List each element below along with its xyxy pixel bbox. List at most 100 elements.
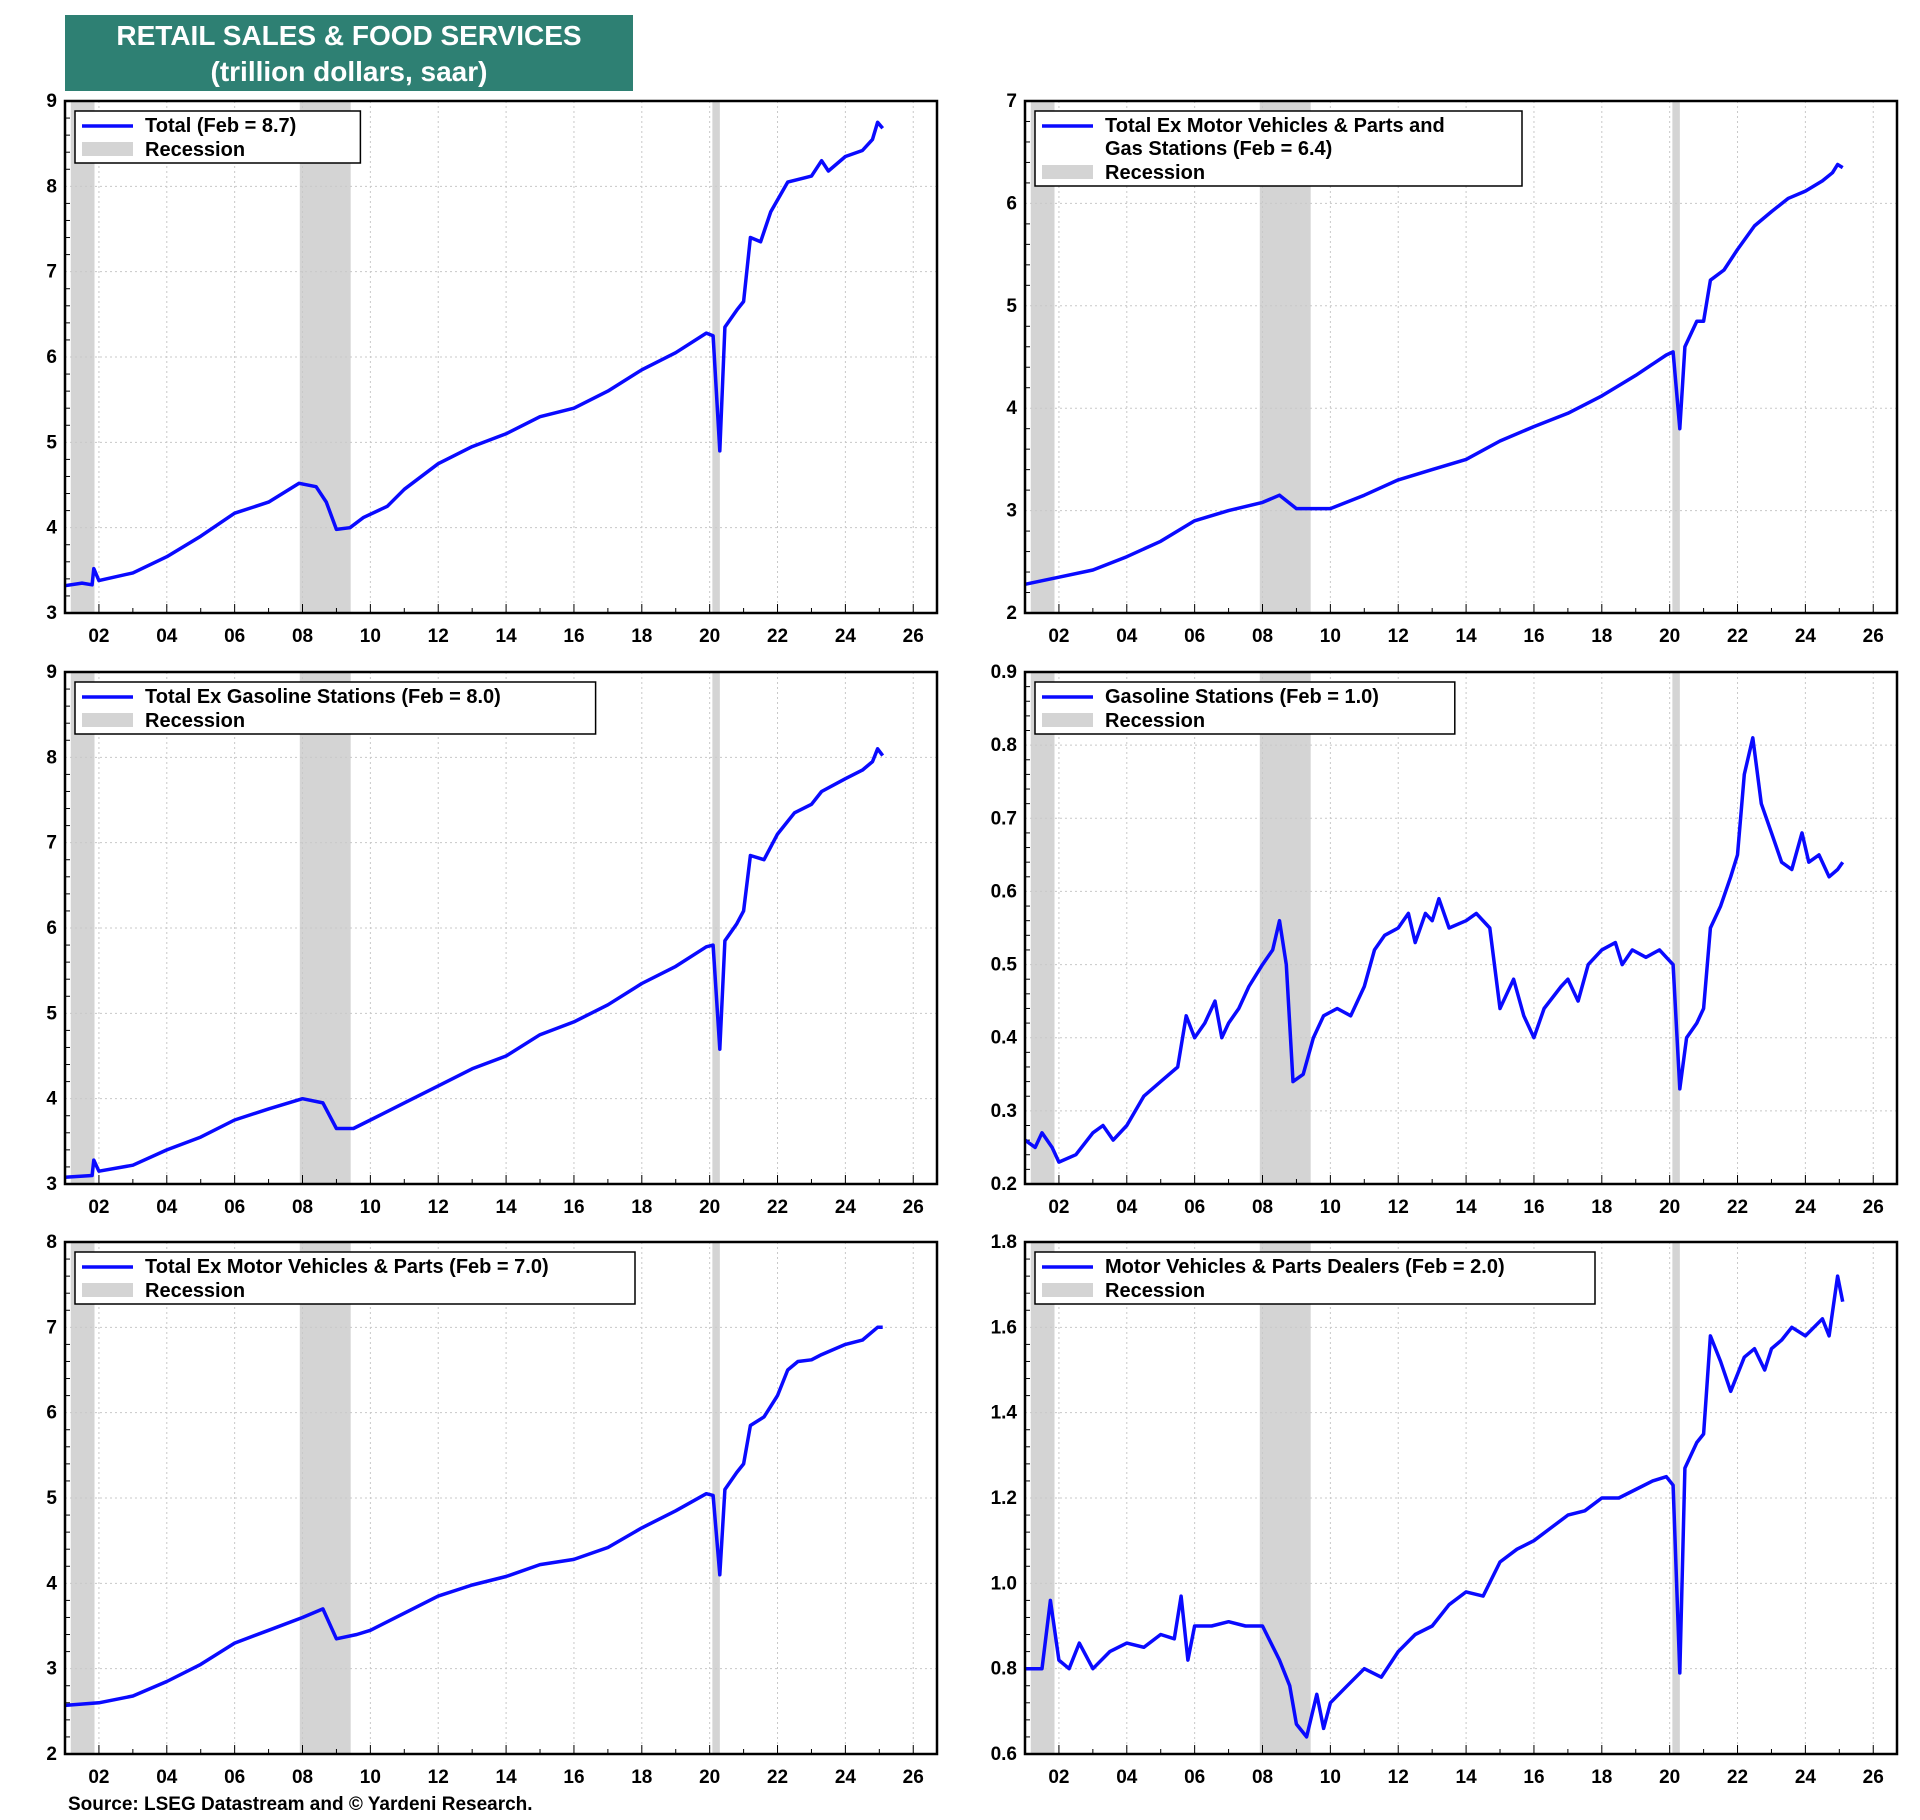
legend-recession-label: Recession	[1105, 1280, 1205, 1302]
y-tick-label: 6	[46, 918, 57, 939]
x-tick-label: 02	[1048, 1197, 1069, 1218]
plot-frame	[1023, 99, 1899, 615]
y-tick-label: 0.4	[991, 1028, 1018, 1049]
y-tick-label: 1.2	[991, 1488, 1017, 1509]
x-tick-label: 20	[1659, 1767, 1680, 1788]
x-tick-label: 12	[428, 1767, 449, 1788]
legend-series-label: Motor Vehicles & Parts Dealers (Feb = 2.…	[1105, 1256, 1505, 1278]
x-tick-label: 14	[496, 1767, 518, 1788]
x-tick-label: 14	[1456, 1767, 1478, 1788]
y-tick-label: 8	[46, 747, 57, 768]
y-tick-label: 9	[46, 662, 57, 683]
x-tick-label: 02	[88, 1767, 109, 1788]
x-tick-label: 16	[1523, 1767, 1544, 1788]
x-tick-label: 22	[767, 1767, 788, 1788]
legend-recession-label: Recession	[1105, 710, 1205, 732]
legend-series-label: Total Ex Gasoline Stations (Feb = 8.0)	[145, 686, 501, 708]
series-line	[1023, 736, 1845, 1164]
y-tick-label: 3	[46, 1659, 57, 1680]
x-tick-label: 10	[1320, 1197, 1341, 1218]
x-tick-label: 24	[835, 1767, 857, 1788]
x-tick-label: 18	[631, 1197, 652, 1218]
x-tick-label: 24	[835, 626, 857, 647]
x-tick-label: 04	[1116, 626, 1138, 647]
panel-total-ex-gasoline-stations: 3 4 5 6 7 8 9 02 04 06 08 10 12 14 16 18 20 22 24 26 Total E…	[46, 662, 939, 1218]
series-line	[64, 1325, 883, 1708]
y-tick-label: 6	[46, 1403, 57, 1424]
legend-series-label: Total (Feb = 8.7)	[145, 115, 296, 137]
x-tick-label: 04	[1116, 1197, 1138, 1218]
x-tick-label: 18	[631, 1767, 652, 1788]
legend-recession-label: Recession	[145, 1280, 245, 1302]
x-tick-label: 26	[1863, 1197, 1884, 1218]
x-tick-label: 26	[1863, 1767, 1884, 1788]
y-tick-label: 4	[46, 518, 57, 539]
y-tick-label: 1.6	[991, 1317, 1017, 1338]
x-tick-label: 20	[699, 626, 720, 647]
x-tick-label: 16	[563, 626, 584, 647]
source-note: Source: LSEG Datastream and © Yardeni Re…	[68, 1794, 533, 1815]
x-tick-label: 10	[360, 1767, 381, 1788]
x-tick-label: 12	[1388, 1197, 1409, 1218]
legend-series-label: Gas Stations (Feb = 6.4)	[1105, 138, 1332, 160]
y-tick-label: 5	[46, 432, 57, 453]
legend-box	[1034, 1251, 1596, 1305]
y-tick-label: 7	[46, 262, 57, 283]
y-tick-label: 1.4	[991, 1403, 1018, 1424]
recession-band	[70, 672, 95, 1184]
y-tick-label: 3	[1006, 501, 1017, 522]
recession-band	[1672, 672, 1680, 1184]
x-tick-label: 14	[1456, 1197, 1478, 1218]
y-tick-label: 0.8	[991, 735, 1017, 756]
x-tick-label: 10	[360, 626, 381, 647]
y-tick-label: 0.6	[991, 881, 1017, 902]
x-tick-label: 18	[1591, 626, 1612, 647]
x-tick-label: 14	[496, 626, 518, 647]
x-tick-label: 20	[699, 1767, 720, 1788]
legend-recession-swatch	[1042, 713, 1093, 727]
y-tick-label: 8	[46, 1232, 57, 1253]
x-tick-label: 20	[699, 1197, 720, 1218]
legend-box	[1034, 681, 1456, 735]
x-tick-label: 14	[496, 1197, 518, 1218]
plot-frame	[63, 1240, 939, 1756]
y-tick-label: 5	[46, 1488, 57, 1509]
x-tick-label: 24	[1795, 1197, 1817, 1218]
x-tick-label: 06	[224, 1767, 245, 1788]
legend-series-label: Gasoline Stations (Feb = 1.0)	[1105, 686, 1379, 708]
legend-recession-swatch	[82, 713, 133, 727]
panel-total-ex-motor-vehicles: 2 3 4 5 6 7 8 02 04 06 08 10 12 14 16 18 20 22 24 26 Total E…	[46, 1232, 939, 1788]
y-tick-label: 2	[1006, 603, 1017, 624]
recession-band	[1672, 101, 1680, 613]
legend-recession-label: Recession	[1105, 162, 1205, 184]
x-tick-label: 06	[1184, 626, 1205, 647]
panel-total: 3 4 5 6 7 8 9 02 04 06 08 10 12 14 16 18 20 22 24 26 Total (…	[46, 91, 939, 647]
legend-box	[74, 1251, 636, 1305]
y-tick-label: 7	[46, 833, 57, 854]
y-tick-label: 6	[1006, 193, 1017, 214]
x-tick-label: 02	[88, 626, 109, 647]
x-tick-label: 08	[292, 1197, 313, 1218]
recession-band	[70, 101, 95, 613]
x-tick-label: 04	[156, 1767, 178, 1788]
x-tick-label: 26	[1863, 626, 1884, 647]
x-tick-label: 12	[1388, 1767, 1409, 1788]
x-tick-label: 16	[1523, 1197, 1544, 1218]
y-tick-label: 5	[1006, 296, 1017, 317]
x-tick-label: 12	[428, 1197, 449, 1218]
recession-band	[1030, 672, 1055, 1184]
x-tick-label: 18	[1591, 1767, 1612, 1788]
main-title: RETAIL SALES & FOOD SERVICES	[116, 20, 582, 51]
x-tick-label: 22	[1727, 1767, 1748, 1788]
y-tick-label: 4	[46, 1573, 57, 1594]
y-tick-label: 0.3	[991, 1101, 1017, 1122]
series-line	[64, 747, 885, 1179]
legend-box	[1034, 110, 1523, 187]
x-tick-label: 10	[1320, 626, 1341, 647]
legend-series-label: Total Ex Motor Vehicles & Parts and	[1105, 115, 1445, 137]
x-tick-label: 06	[1184, 1767, 1205, 1788]
x-tick-label: 08	[1252, 1197, 1273, 1218]
x-tick-label: 26	[903, 1197, 924, 1218]
y-tick-label: 0.9	[991, 662, 1017, 683]
y-tick-label: 1.8	[991, 1232, 1017, 1253]
